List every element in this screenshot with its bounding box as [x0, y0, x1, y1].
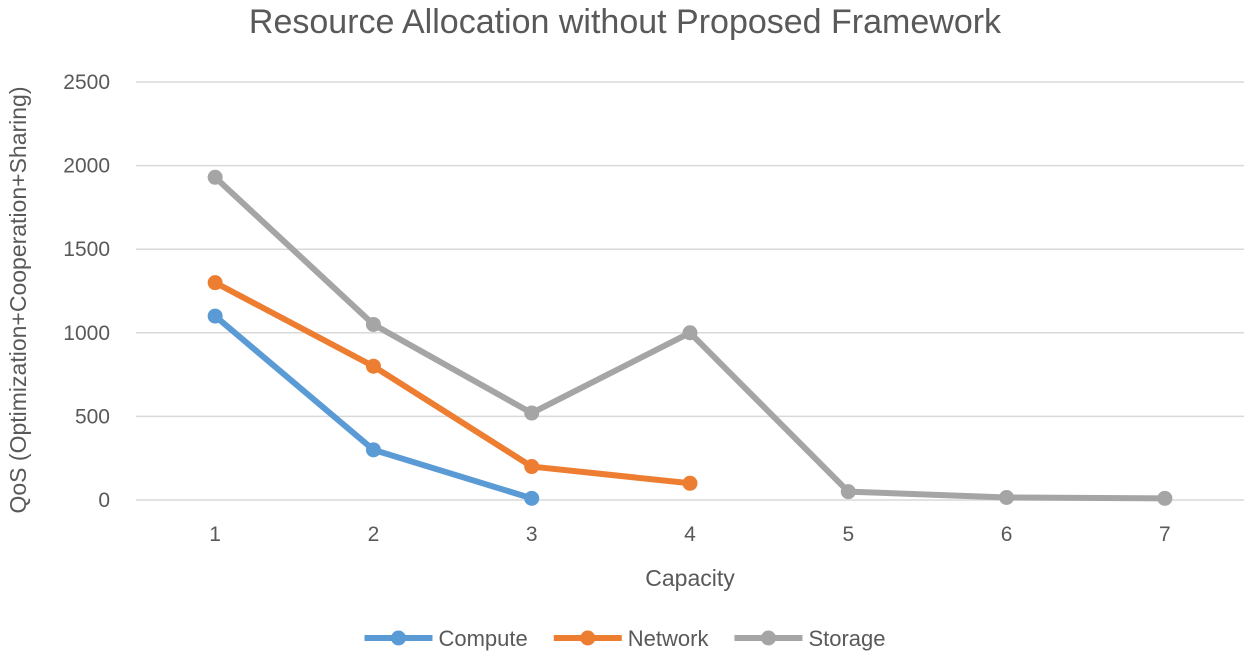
x-tick-label: 5 [842, 523, 854, 546]
y-tick-label: 1500 [63, 238, 110, 261]
x-tick-label: 4 [684, 523, 696, 546]
y-tick-label: 1000 [63, 322, 110, 345]
series-network [207, 275, 698, 491]
grid-layer [136, 81, 1244, 501]
data-point-storage [840, 484, 856, 500]
x-axis-label: Capacity [645, 565, 735, 591]
series-line-network [212, 279, 693, 487]
y-axis-ticks: 0 500 1000 1500 2000 2500 [63, 71, 110, 512]
x-axis-ticks: 1 2 3 4 5 6 7 [209, 523, 1170, 546]
y-tick-label: 500 [75, 405, 110, 428]
y-axis-label: QoS (Optimization+Cooperation+Sharing) [5, 86, 31, 513]
data-point-network [207, 275, 223, 291]
x-tick-label: 7 [1159, 523, 1171, 546]
x-tick-label: 1 [209, 523, 221, 546]
legend-item-storage: Storage [734, 626, 886, 651]
data-point-storage [999, 489, 1015, 505]
legend-swatch-marker [580, 630, 596, 646]
legend-swatch-marker [760, 630, 776, 646]
x-tick-label: 6 [1001, 523, 1013, 546]
legend-item-network: Network [553, 626, 710, 651]
legend-item-compute: Compute [364, 626, 528, 651]
legend-label: Storage [808, 626, 885, 651]
y-tick-label: 2000 [63, 155, 110, 178]
data-point-compute [207, 308, 223, 324]
legend: Compute Network Storage [364, 626, 886, 651]
legend-label: Compute [438, 626, 527, 651]
series-layer [207, 169, 1173, 506]
legend-label: Network [628, 626, 710, 651]
data-point-storage [1157, 490, 1173, 506]
data-point-storage [524, 405, 540, 421]
legend-swatch-marker [390, 630, 406, 646]
x-tick-label: 2 [368, 523, 380, 546]
data-point-network [682, 475, 698, 491]
data-point-storage [365, 316, 381, 332]
series-storage [207, 169, 1173, 506]
data-point-compute [524, 490, 540, 506]
data-point-storage [682, 325, 698, 341]
data-point-storage [207, 169, 223, 185]
series-compute [207, 308, 540, 506]
data-point-network [524, 459, 540, 475]
data-point-compute [365, 442, 381, 458]
data-point-network [365, 358, 381, 374]
y-tick-label: 2500 [63, 71, 110, 94]
y-tick-label: 0 [98, 489, 110, 512]
chart-title: Resource Allocation without Proposed Fra… [249, 3, 1002, 41]
series-line-compute [212, 313, 535, 502]
x-tick-label: 3 [526, 523, 538, 546]
